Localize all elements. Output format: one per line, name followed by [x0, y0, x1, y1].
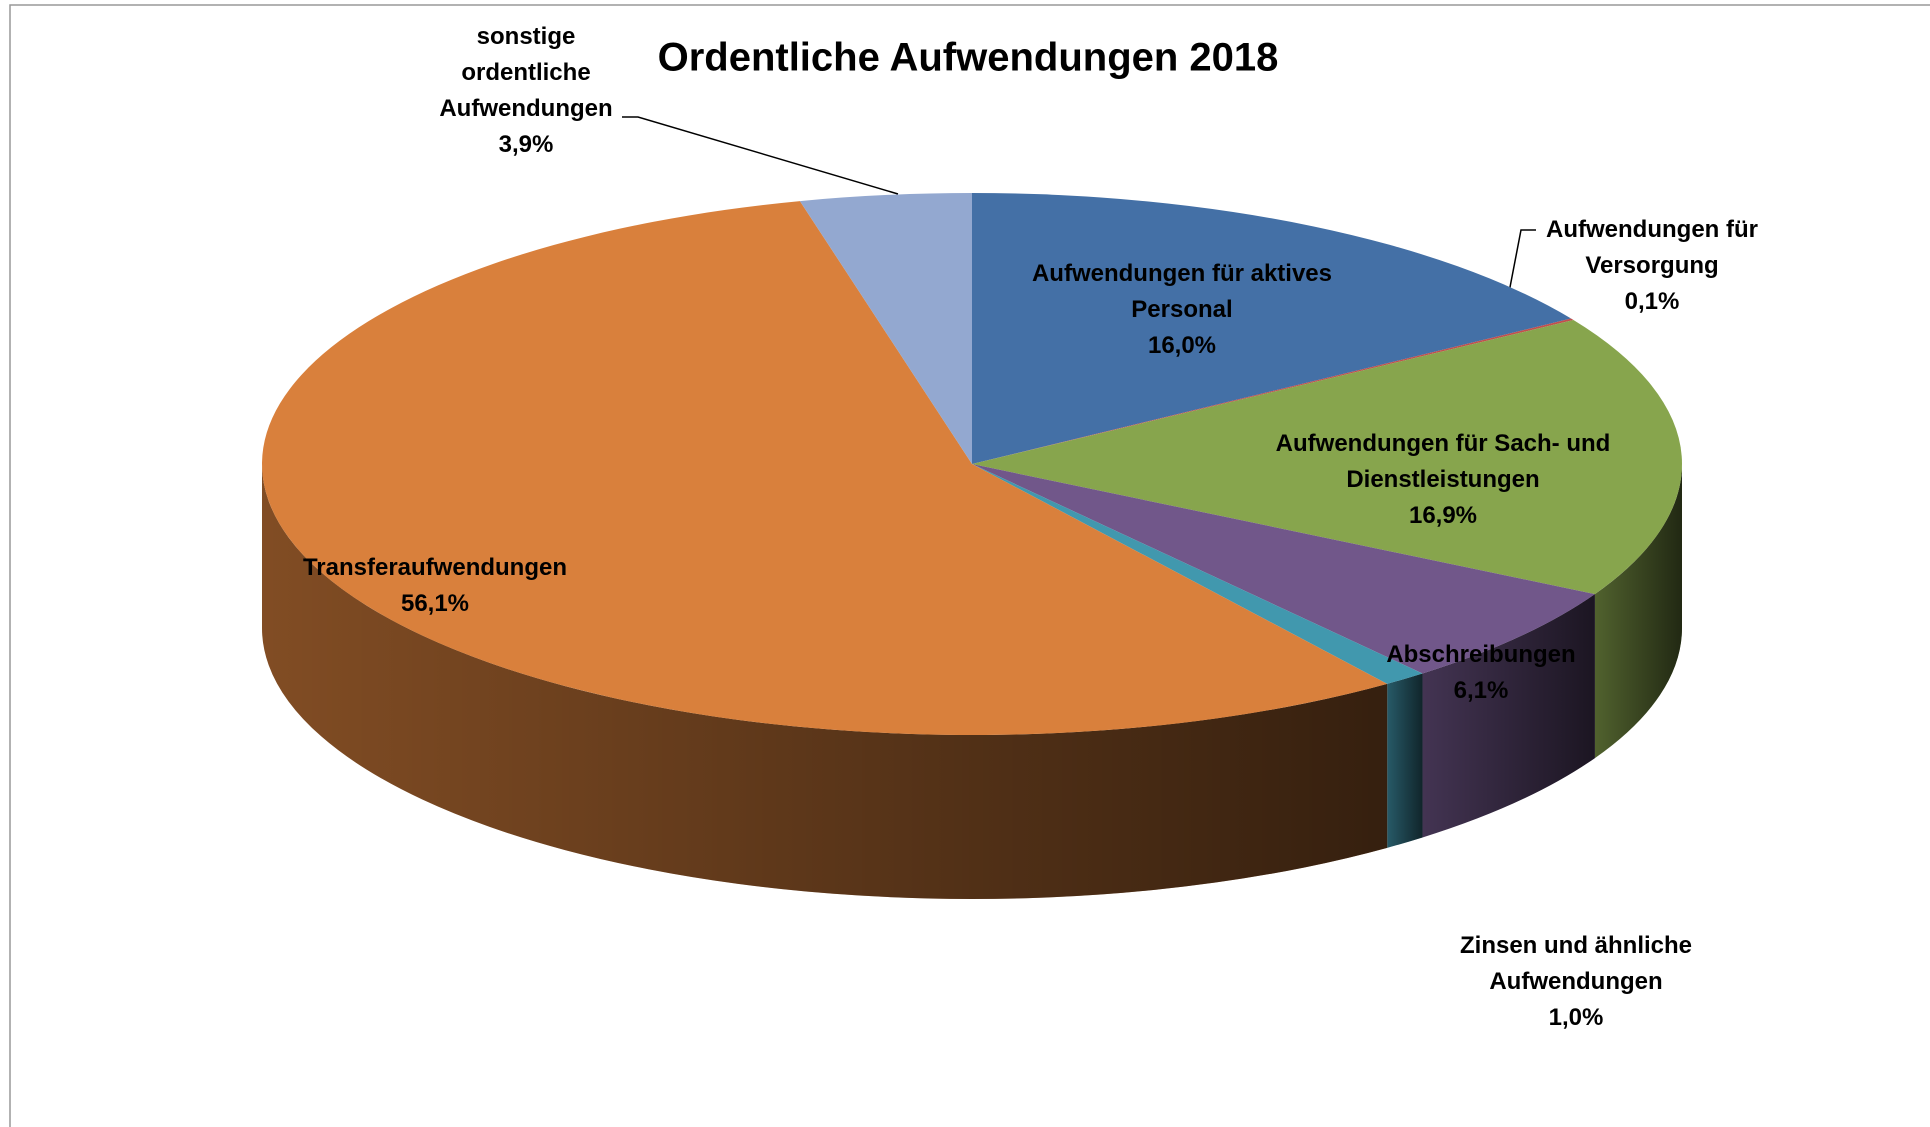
leader-line: [622, 116, 899, 195]
category-label: Zinsen und ähnliche Aufwendungen: [1459, 932, 1693, 995]
pie-slice: [972, 193, 1572, 464]
category-label: Transferaufwendungen: [302, 554, 568, 581]
value-label: 0,1%: [1624, 288, 1680, 315]
data-label: Aufwendungen für Versorgung 0,1%: [1532, 212, 1772, 320]
data-label: Abschreibungen 6,1%: [1366, 637, 1596, 709]
data-label: Zinsen und ähnliche Aufwendungen 1,0%: [1446, 928, 1706, 1036]
category-label: Abschreibungen: [1386, 641, 1576, 668]
slice-side-shade: [1594, 464, 1682, 759]
value-label: 6,1%: [1453, 677, 1509, 704]
chart-border: [9, 4, 1930, 1127]
pie-slice: [972, 318, 1574, 464]
data-label: sonstige ordentliche Aufwendungen 3,9%: [426, 19, 626, 163]
pie-slice: [972, 319, 1682, 595]
data-label: Aufwendungen für Sach- und Dienstleistun…: [1258, 426, 1628, 534]
category-label: Aufwendungen für Sach- und Dienstleistun…: [1275, 430, 1611, 493]
chart-title: Ordentliche Aufwendungen 2018: [657, 35, 1279, 80]
leader-line: [1505, 229, 1536, 309]
category-label: Aufwendungen für Versorgung: [1546, 216, 1758, 279]
category-label: Aufwendungen für aktives Personal: [1031, 260, 1333, 323]
value-label: 56,1%: [400, 590, 470, 617]
slice-side-shade: [261, 464, 1388, 900]
value-label: 3,9%: [498, 131, 554, 158]
pie-slice: [262, 201, 1388, 735]
value-label: 16,0%: [1147, 332, 1217, 359]
slice-side-shade: [1422, 594, 1595, 838]
pie-slice: [799, 193, 972, 464]
slice-side-shade: [1387, 673, 1423, 848]
data-label: Aufwendungen für aktives Personal 16,0%: [1017, 256, 1347, 364]
value-label: 1,0%: [1548, 1004, 1604, 1031]
pie-slice: [972, 464, 1423, 684]
category-label: sonstige ordentliche Aufwendungen: [439, 23, 613, 122]
data-label: Transferaufwendungen 56,1%: [275, 550, 595, 622]
value-label: 16,9%: [1408, 502, 1478, 529]
pie-slice: [972, 464, 1595, 674]
